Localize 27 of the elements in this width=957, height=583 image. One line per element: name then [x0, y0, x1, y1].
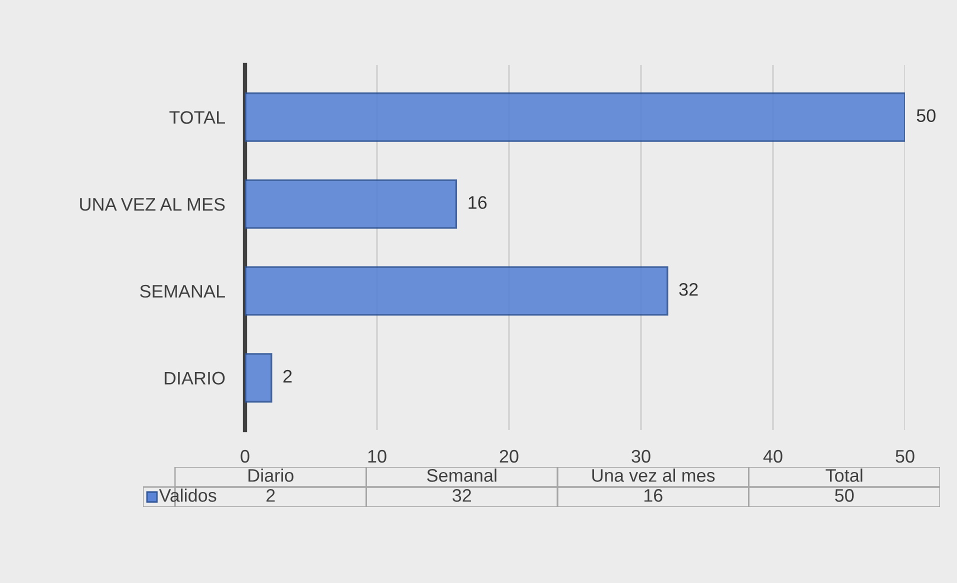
- data-label: 50: [916, 109, 936, 122]
- text: Una vez al mes: [592, 468, 715, 482]
- text: Diario: [248, 468, 294, 482]
- x-tick-label: 50: [896, 450, 914, 463]
- bar: [245, 92, 905, 142]
- text: 50: [835, 489, 854, 502]
- text: 16: [644, 489, 662, 502]
- bar: [245, 266, 668, 316]
- y-tick-label: SEMANAL: [140, 284, 225, 298]
- legend-label: Validos: [159, 488, 216, 502]
- x-tick-label: 20: [500, 450, 518, 463]
- bar: [245, 353, 272, 403]
- y-tick-label: TOTAL: [169, 111, 225, 124]
- bar: [245, 179, 458, 229]
- text: Total: [826, 468, 862, 482]
- data-label: 2: [283, 370, 292, 383]
- x-tick-label: 10: [368, 450, 386, 463]
- text: 2: [266, 489, 275, 502]
- x-tick-label: 0: [240, 450, 250, 463]
- y-tick-label: UNA VEZ AL MES: [80, 198, 225, 211]
- data-label: 16: [468, 196, 487, 209]
- data-label: 32: [679, 283, 698, 296]
- text: 32: [452, 489, 472, 502]
- y-tick-label: DIARIO: [164, 372, 225, 385]
- x-tick-label: 40: [763, 450, 782, 463]
- x-tick-label: 30: [632, 450, 650, 463]
- text: Semanal: [427, 468, 496, 482]
